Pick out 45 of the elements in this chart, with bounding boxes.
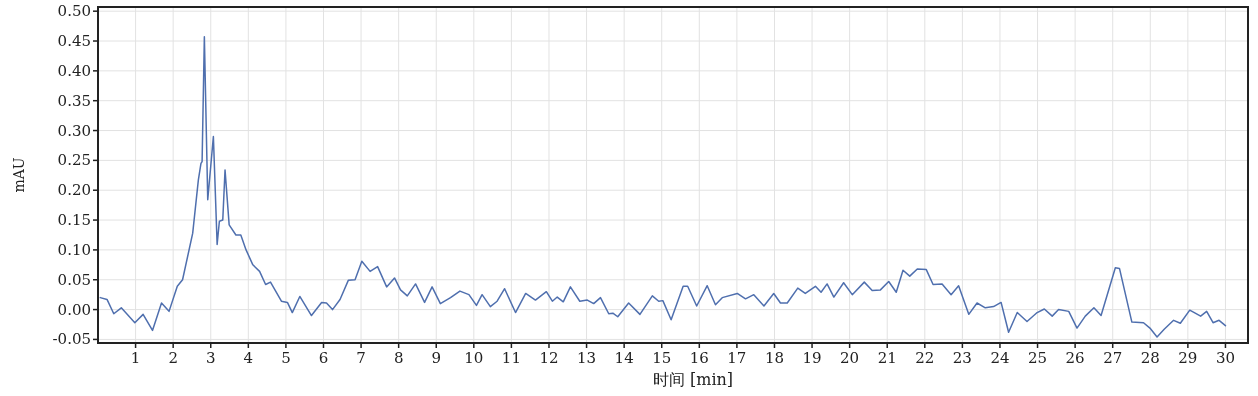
x-tick-label: 20 (840, 349, 860, 367)
x-tick-label: 26 (1065, 349, 1085, 367)
x-tick-label: 9 (431, 349, 442, 367)
y-tick-label: 0.40 (57, 61, 91, 80)
x-tick-label: 3 (205, 349, 216, 367)
x-tick-label: 10 (464, 349, 484, 367)
x-tick-label: 1 (130, 349, 141, 367)
x-tick-label: 22 (915, 349, 935, 367)
y-tick-label: 0.50 (57, 2, 91, 21)
y-tick-label: 0.05 (57, 270, 91, 289)
y-axis-title: mAU (11, 157, 27, 193)
x-tick-label: 29 (1178, 349, 1198, 367)
line-series (99, 36, 1227, 338)
x-tick-label: 21 (877, 349, 897, 367)
y-tick-label: 0.15 (57, 211, 91, 230)
x-tick-label: 14 (614, 349, 634, 367)
x-tick-label: 2 (168, 349, 178, 367)
x-tick-label: 8 (393, 349, 404, 367)
x-tick-label: 11 (501, 349, 521, 367)
y-tick-label: 0.30 (57, 121, 91, 140)
y-tick-label: 0.35 (57, 91, 91, 110)
y-tick-label: 0.25 (57, 151, 91, 170)
x-tick-label: 19 (802, 349, 822, 367)
x-axis-title: 时间 [min] (652, 370, 734, 389)
y-tick-label: 0.00 (57, 300, 91, 319)
x-tick-label: 30 (1215, 349, 1235, 367)
y-tick-label: -0.05 (52, 330, 91, 349)
x-tick-label: 27 (1103, 349, 1123, 367)
x-tick-label: 25 (1028, 349, 1048, 367)
x-tick-label: 24 (990, 349, 1010, 367)
y-tick-label: 0.10 (57, 240, 91, 259)
x-tick-label: 4 (243, 349, 254, 367)
x-tick-label: 18 (764, 349, 785, 367)
x-tick-label: 6 (318, 349, 329, 367)
y-tick-label: 0.45 (57, 32, 91, 51)
y-tick-label: 0.20 (57, 181, 91, 200)
x-tick-label: 23 (952, 349, 972, 367)
x-tick-label: 15 (652, 349, 672, 367)
x-tick-label: 12 (539, 349, 559, 367)
x-tick-label: 28 (1140, 349, 1160, 367)
x-tick-label: 13 (577, 349, 597, 367)
x-tick-label: 5 (281, 349, 291, 367)
x-tick-label: 16 (689, 349, 709, 367)
x-tick-label: 17 (727, 349, 747, 367)
x-tick-label: 7 (356, 349, 366, 367)
